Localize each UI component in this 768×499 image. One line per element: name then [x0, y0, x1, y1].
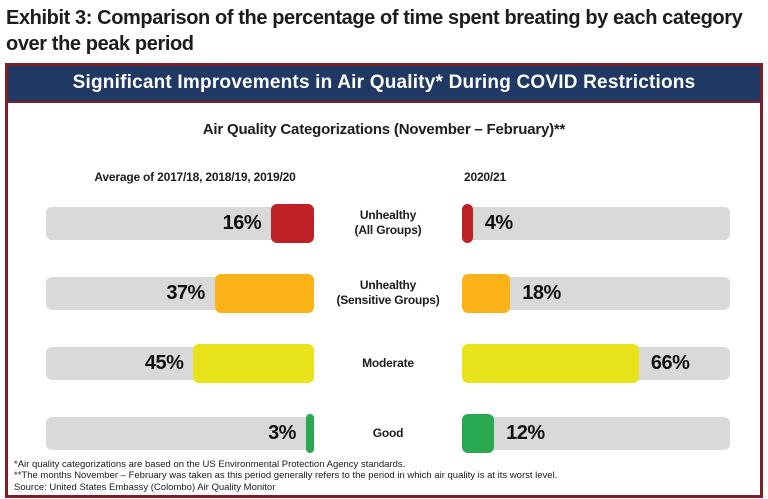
right-bar-value: 18%	[522, 281, 561, 304]
left-bar-value: 45%	[144, 351, 184, 374]
right-bar-fill	[462, 273, 511, 313]
left-bar-track: 16%	[46, 203, 314, 243]
column-headers: Average of 2017/18, 2018/19, 2019/20 202…	[8, 170, 760, 184]
chart-container: Significant Improvements in Air Quality*…	[5, 63, 763, 498]
footnote-months: **The months November – February was tak…	[14, 470, 558, 481]
left-bar-fill	[193, 343, 314, 383]
left-bar-fill	[214, 273, 314, 313]
right-column-header: 2020/21	[464, 170, 506, 184]
right-bar-track: 66%	[462, 343, 730, 383]
right-bar-track: 12%	[462, 413, 730, 453]
left-bar-fill	[305, 413, 314, 453]
right-bar-fill	[462, 413, 495, 453]
bar-rows: 16% Unhealthy (All Groups) 4% 37% Unheal…	[8, 188, 760, 468]
left-bar-fill	[271, 203, 314, 243]
footnote-source: Source: United States Embassy (Colombo) …	[14, 481, 276, 493]
bar-row-good: 3% Good 12%	[8, 398, 760, 468]
category-label-line1: Unhealthy	[359, 278, 417, 292]
category-label: Good	[326, 426, 450, 441]
bar-row-moderate: 45% Moderate 66%	[8, 328, 760, 398]
category-label-line2: (All Groups)	[354, 223, 422, 237]
category-label: Unhealthy (All Groups)	[326, 208, 450, 238]
chart-subtitle: Air Quality Categorizations (November – …	[202, 121, 566, 138]
category-label: Moderate	[326, 356, 450, 371]
footnotes: *Air quality categorizations are based o…	[8, 459, 760, 494]
right-bar-value: 66%	[650, 351, 690, 374]
left-bar-value: 16%	[222, 211, 262, 234]
left-bar-track: 3%	[46, 413, 314, 453]
left-bar-track: 45%	[46, 343, 314, 383]
right-bar-fill	[462, 203, 473, 243]
category-label: Unhealthy (Sensitive Groups)	[326, 278, 450, 308]
left-bar-track: 37%	[46, 273, 314, 313]
right-bar-value: 4%	[484, 211, 513, 234]
right-bar-track: 18%	[462, 273, 730, 313]
left-bar-value: 37%	[166, 281, 205, 304]
bar-row-unhealthy-all: 16% Unhealthy (All Groups) 4%	[8, 188, 760, 258]
page-title: Exhibit 3: Comparison of the percentage …	[6, 7, 743, 55]
category-label-line1: Unhealthy	[359, 208, 417, 222]
footnote-air-quality: *Air quality categorizations are based o…	[14, 458, 406, 470]
category-label-line1: Good	[372, 425, 404, 440]
category-label-line2: (Sensitive Groups)	[336, 293, 440, 307]
chart-banner-title: Significant Improvements in Air Quality*…	[8, 66, 760, 103]
category-label-line1: Moderate	[362, 355, 414, 370]
right-bar-value: 12%	[506, 421, 545, 444]
bar-row-unhealthy-sensitive: 37% Unhealthy (Sensitive Groups) 18%	[8, 258, 760, 328]
right-bar-track: 4%	[462, 203, 730, 243]
left-column-header: Average of 2017/18, 2018/19, 2019/20	[94, 170, 296, 184]
right-bar-fill	[462, 343, 639, 383]
left-bar-value: 3%	[268, 421, 296, 444]
